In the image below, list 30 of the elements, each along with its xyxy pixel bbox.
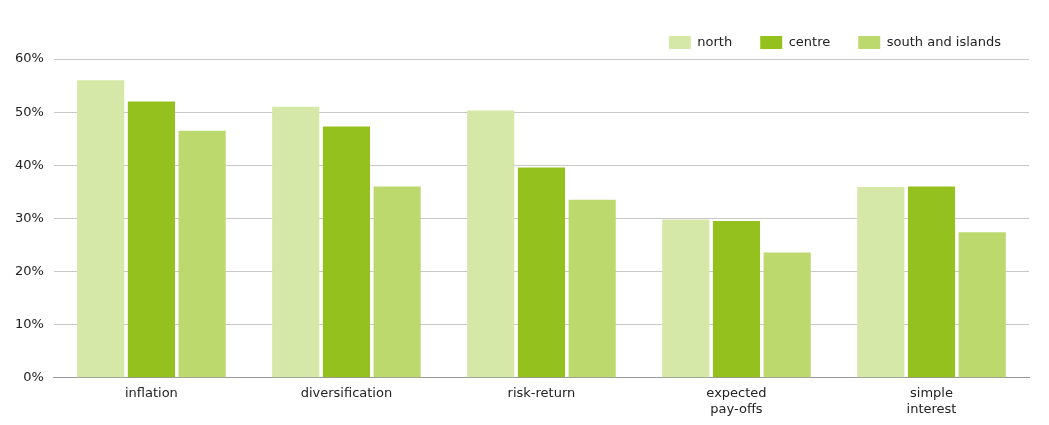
x-tick-label: expected pay-offs <box>706 384 767 416</box>
y-tick-label: 20% <box>14 262 44 278</box>
x-tick-label: risk-return <box>507 384 576 400</box>
x-tick-label: simple interest <box>906 384 957 416</box>
bar <box>907 186 956 378</box>
bar <box>857 187 905 378</box>
bar <box>958 232 1006 378</box>
bar <box>77 80 125 378</box>
bar <box>467 110 515 378</box>
bar <box>272 106 320 378</box>
bar <box>712 221 761 378</box>
legend-label: south and islands <box>886 33 1002 49</box>
bar <box>322 126 370 378</box>
y-tick-label: 40% <box>14 156 44 172</box>
y-tick-label: 10% <box>14 316 44 332</box>
x-tick-label: inflation <box>124 384 178 400</box>
bar <box>517 167 566 378</box>
y-tick-label: 30% <box>14 209 44 225</box>
bar <box>373 186 421 378</box>
bar <box>568 199 616 378</box>
x-tick-label: diversification <box>300 384 393 400</box>
legend-label: north <box>697 33 733 49</box>
y-tick-label: 0% <box>23 369 44 385</box>
y-tick-label: 50% <box>14 103 44 119</box>
legend-label: centre <box>788 33 831 49</box>
bar <box>127 101 175 378</box>
y-tick-label: 60% <box>14 50 44 66</box>
bar <box>763 252 811 378</box>
bar <box>178 130 226 378</box>
bar <box>662 219 710 378</box>
